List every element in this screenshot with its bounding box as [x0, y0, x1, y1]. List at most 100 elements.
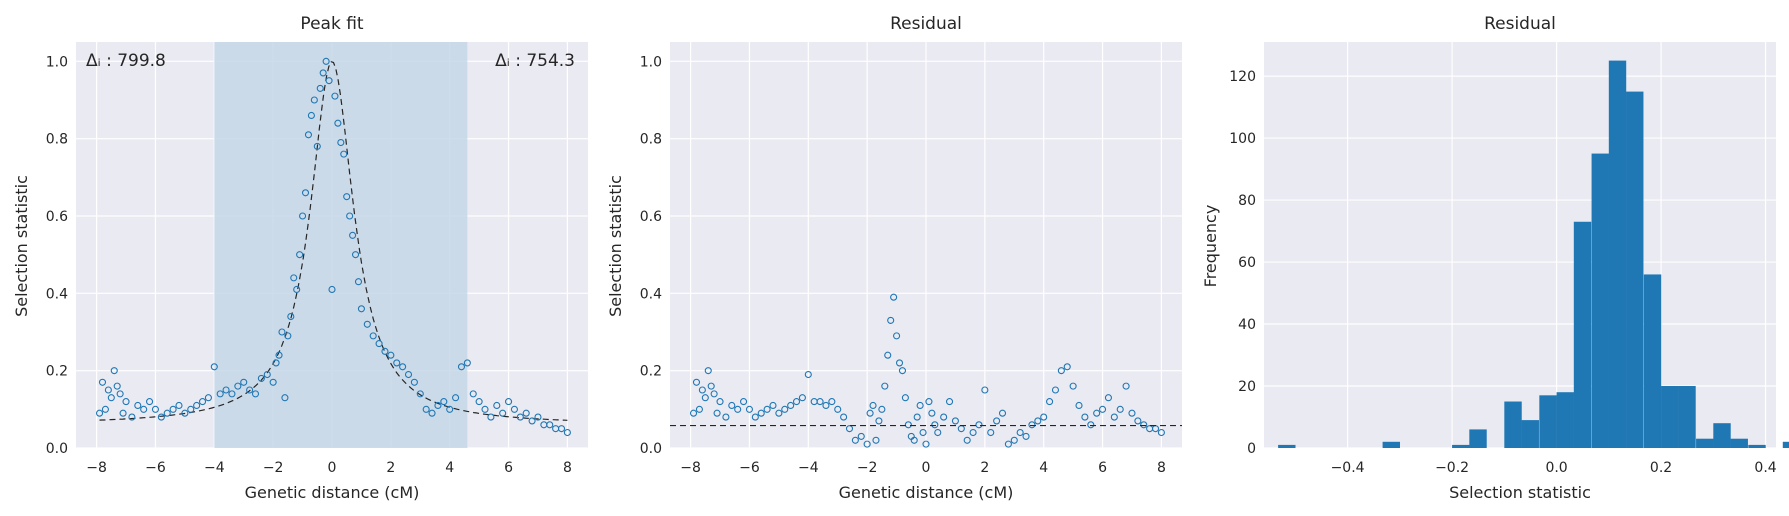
- x-tick-label: 2: [980, 460, 989, 476]
- x-tick-label: −2: [857, 460, 878, 476]
- data-point: [1140, 421, 1148, 429]
- panel-title: Peak fit: [300, 14, 363, 34]
- histogram-bar: [1521, 420, 1539, 448]
- data-point: [290, 274, 298, 282]
- data-point: [313, 142, 321, 150]
- y-tick-label: 0.4: [46, 286, 68, 302]
- data-point: [828, 398, 836, 406]
- data-point: [692, 378, 701, 386]
- data-point: [369, 332, 377, 340]
- data-point: [440, 398, 448, 406]
- data-point: [187, 405, 195, 413]
- x-tick-label: −8: [680, 460, 701, 476]
- histogram-bar: [1573, 221, 1592, 448]
- y-tick-label: 0.4: [640, 286, 662, 302]
- data-point: [713, 409, 721, 417]
- data-point: [963, 436, 971, 444]
- y-tick-label: 100: [1229, 131, 1256, 147]
- data-point: [113, 382, 121, 390]
- data-point: [216, 390, 224, 398]
- data-point: [169, 405, 177, 413]
- data-point: [198, 398, 207, 406]
- data-point: [301, 189, 310, 197]
- data-point: [901, 394, 909, 402]
- data-point: [101, 405, 109, 413]
- data-point: [299, 212, 307, 220]
- data-point: [410, 378, 418, 386]
- data-point: [931, 421, 939, 429]
- histogram-bar: [1713, 423, 1731, 448]
- data-point: [181, 409, 189, 417]
- data-point: [890, 293, 898, 301]
- data-point: [866, 409, 874, 417]
- data-point: [704, 367, 712, 375]
- x-tick-label: −8: [86, 460, 107, 476]
- y-tick-label: 0.8: [46, 132, 68, 148]
- y-tick-label: 0.8: [640, 132, 662, 148]
- data-point: [993, 417, 1001, 425]
- data-point: [881, 382, 889, 390]
- data-point: [940, 413, 948, 421]
- data-point: [728, 401, 736, 410]
- data-point: [204, 394, 212, 402]
- data-point: [222, 386, 230, 394]
- x-tick-label: 4: [1039, 460, 1048, 476]
- scatter-points: [95, 57, 571, 437]
- data-point: [422, 405, 430, 413]
- y-tick-label: 0.6: [640, 209, 662, 225]
- x-axis-label: Selection statistic: [1449, 483, 1591, 502]
- data-point: [863, 440, 871, 448]
- x-tick-label: 6: [504, 460, 513, 476]
- data-point: [1069, 382, 1077, 390]
- histogram-bar: [1452, 444, 1470, 448]
- x-tick-label: 0: [328, 460, 337, 476]
- y-tick-label: 0.2: [640, 364, 662, 380]
- data-point: [104, 386, 112, 394]
- x-tick-label: 8: [563, 460, 572, 476]
- data-point: [1087, 421, 1095, 429]
- plot-area: [670, 42, 1182, 449]
- y-tick-label: 0: [1247, 441, 1256, 457]
- data-point: [505, 398, 513, 406]
- fit-curve: [99, 60, 568, 421]
- data-point: [787, 401, 795, 410]
- data-point: [354, 278, 363, 286]
- data-point: [522, 409, 530, 417]
- data-point: [925, 398, 933, 406]
- data-point: [428, 409, 436, 417]
- data-point: [910, 436, 918, 444]
- data-point: [857, 432, 865, 440]
- data-point: [898, 367, 907, 375]
- x-axis-label: Genetic distance (cM): [839, 483, 1014, 502]
- x-tick-label: −6: [739, 460, 760, 476]
- histogram-bar: [1608, 60, 1627, 448]
- data-point: [722, 413, 730, 421]
- data-point: [210, 363, 218, 371]
- data-point: [934, 428, 942, 437]
- histogram-bar: [1504, 401, 1522, 448]
- data-point: [840, 413, 848, 421]
- data-point: [284, 332, 292, 340]
- data-point: [228, 390, 236, 398]
- data-point: [816, 398, 824, 406]
- y-tick-label: 0.2: [46, 364, 68, 380]
- data-point: [904, 421, 912, 429]
- data-point: [251, 390, 260, 398]
- data-point: [387, 351, 395, 359]
- data-point: [913, 413, 921, 421]
- y-axis-label: Frequency: [1201, 205, 1220, 288]
- histogram-bar: [1626, 91, 1644, 449]
- data-point: [1116, 405, 1124, 413]
- data-point: [275, 351, 283, 359]
- data-point: [563, 428, 571, 437]
- panel-residual-histogram: −0.4 −0.2 0.0 0.2 0.4 0 20 40 60 80 100 120 Residual…: [1201, 14, 1789, 502]
- x-tick-label: 2: [386, 460, 395, 476]
- data-point: [116, 390, 124, 398]
- data-point: [240, 378, 248, 386]
- data-point: [981, 386, 989, 394]
- highlight-span: [214, 42, 468, 448]
- tick-labels: −8 −6 −4 −2 0 2 4 6 8 0.0 0.2 0.4 0.6 0.8 1.0: [640, 54, 1166, 476]
- data-point: [1004, 440, 1012, 448]
- data-point: [351, 251, 360, 259]
- data-point: [1016, 428, 1024, 437]
